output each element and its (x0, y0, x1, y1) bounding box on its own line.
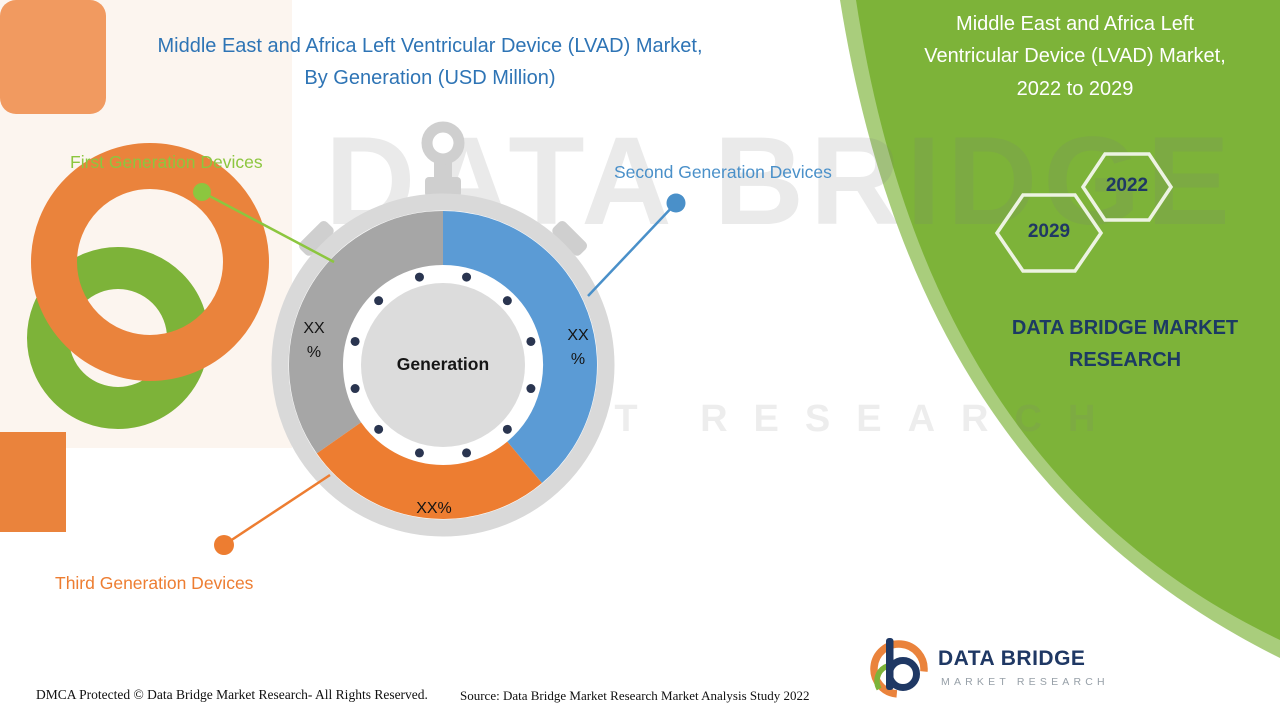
dmca-notice: DMCA Protected © Data Bridge Market Rese… (36, 687, 428, 702)
hexagon-year-2029: 2029 (1027, 221, 1071, 242)
donut-center-label: Generation (396, 354, 490, 374)
slice-value-third-generation: XX% (416, 500, 452, 517)
footer-logo-orange-swoosh (870, 640, 928, 698)
callout-line-first-generation (201, 190, 335, 264)
donut-dot (502, 296, 512, 306)
legend-third-generation-devices: Third Generation Devices (55, 573, 254, 593)
callout-dot-third-generation (214, 535, 234, 555)
chart-title: Middle East and Africa Left Ventricular … (157, 35, 703, 89)
footer-logo-b-bowl (886, 657, 920, 691)
legend-first-generation-devices: First Generation Devices (70, 152, 263, 172)
brand-name-text: DATA BRIDGE MARKET RESEARCH (1011, 317, 1239, 371)
slice-value-second-generation: XX % (567, 327, 589, 368)
hexagon-year-2022: 2022 (1105, 175, 1149, 196)
logo-watermark-green-ring (27, 247, 209, 429)
donut-dot (526, 384, 536, 394)
donut-dot (414, 272, 424, 282)
donut-dot (462, 272, 472, 282)
footer-logo-name: DATA BRIDGE (938, 647, 1086, 670)
watermark-market-research: MARKET RESEARCH (345, 398, 1122, 440)
slice-value-first-generation: XX % (303, 320, 325, 361)
donut-segment-3 (316, 421, 542, 519)
callout-line-third-generation (223, 473, 331, 547)
donut-dot (414, 448, 424, 458)
donut-dot (526, 336, 536, 346)
source-note: Source: Data Bridge Market Research Mark… (460, 688, 810, 703)
donut-dot (374, 296, 384, 306)
right-panel-title: Middle East and Africa Left Ventricular … (924, 13, 1226, 100)
donut-dot (462, 448, 472, 458)
footer-logo-subtitle: MARKET RESEARCH (941, 676, 1109, 688)
footer-logo-b-stem (886, 638, 894, 690)
logo-watermark-orange-square-bottom (0, 432, 66, 532)
legend-second-generation-devices: Second Generation Devices (614, 162, 832, 182)
donut-dot (350, 336, 360, 346)
footer-logo-glyph (870, 638, 928, 700)
logo-watermark-orange-ring (31, 143, 269, 381)
callout-dot-first-generation (193, 183, 211, 201)
donut-dot (350, 384, 360, 394)
footer-logo-green-swoosh (874, 662, 912, 700)
